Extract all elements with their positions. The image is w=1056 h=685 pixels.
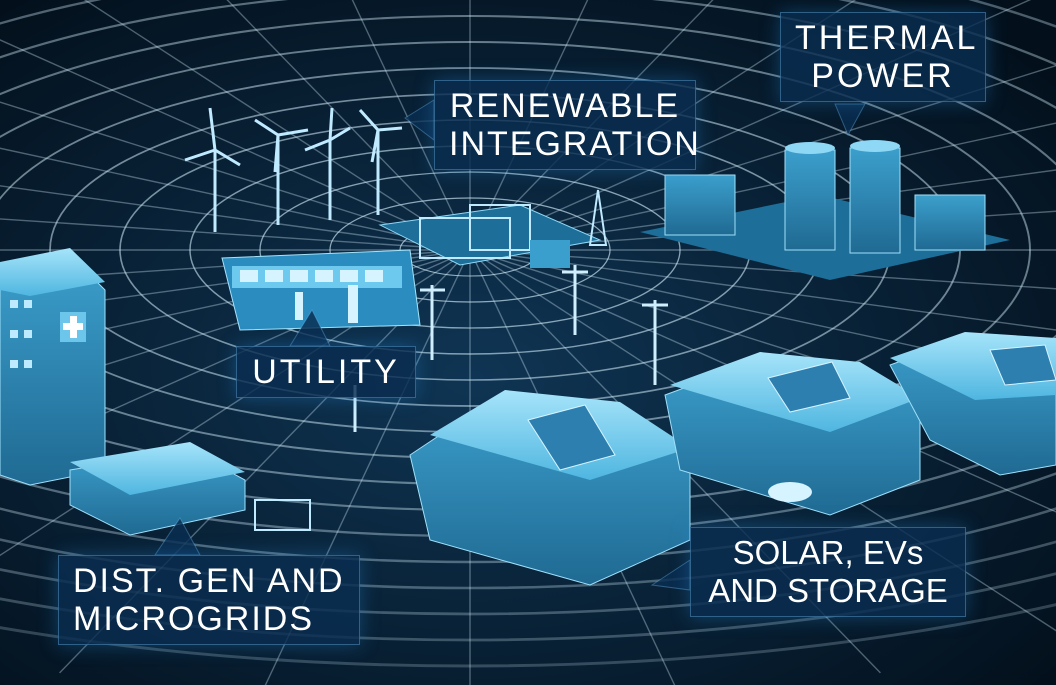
renewable-integration-callout: RENEWABLE INTEGRATION (434, 80, 701, 170)
grid-spoke (469, 122, 1056, 251)
thermal-plant (640, 140, 1010, 280)
dist-gen-microgrids-callout: DIST. GEN AND MICROGRIDS (58, 555, 360, 645)
grid-spoke (226, 0, 471, 251)
grid-spoke (469, 0, 589, 251)
grid-spoke (469, 249, 1056, 290)
solar-line-1: SOLAR, EVs (732, 534, 924, 571)
grid-spoke (469, 64, 1056, 251)
houses-with-solar (409, 332, 1056, 586)
grid-ring (0, 507, 1056, 590)
grid-spoke (0, 39, 471, 251)
thermal-power-line-2: POWER (811, 57, 955, 95)
grid-spoke (83, 0, 471, 251)
grid-spoke (0, 218, 471, 251)
grid-ring (329, 197, 611, 303)
grid-spoke (469, 249, 1056, 331)
grid-spoke (0, 101, 471, 251)
grid-ring (0, 572, 1056, 642)
grid-ring (0, 0, 1056, 564)
grid-ring (0, 602, 1056, 668)
solar-evs-storage-callout: SOLAR, EVs AND STORAGE (690, 527, 966, 617)
solar-line-2: AND STORAGE (708, 572, 948, 609)
grid-spoke (351, 0, 471, 251)
thermal-power-callout: THERMAL POWER (780, 12, 986, 102)
hospital-building (0, 248, 106, 486)
renewable-integration-line-1: RENEWABLE (449, 87, 681, 125)
utility-control-room (221, 249, 421, 331)
wind-turbines (184, 107, 403, 232)
thermal-power-line-1: THERMAL (795, 19, 979, 57)
grid-ring (259, 171, 681, 329)
dist-gen-line-2: MICROGRIDS (73, 600, 314, 638)
grid-spoke (469, 0, 714, 251)
utility-callout: UTILITY (236, 346, 416, 398)
renewable-integration-line-2: INTEGRATION (449, 125, 701, 163)
grid-spoke (0, 185, 471, 251)
utility-label: UTILITY (252, 353, 400, 391)
substation (378, 189, 608, 268)
dist-gen-line-1: DIST. GEN AND (73, 562, 345, 600)
grid-ring (0, 540, 1056, 616)
grid-spoke (0, 147, 471, 251)
distributed-generation-units (69, 442, 311, 536)
grid-spoke (469, 169, 1056, 251)
grid-spoke (469, 0, 857, 251)
